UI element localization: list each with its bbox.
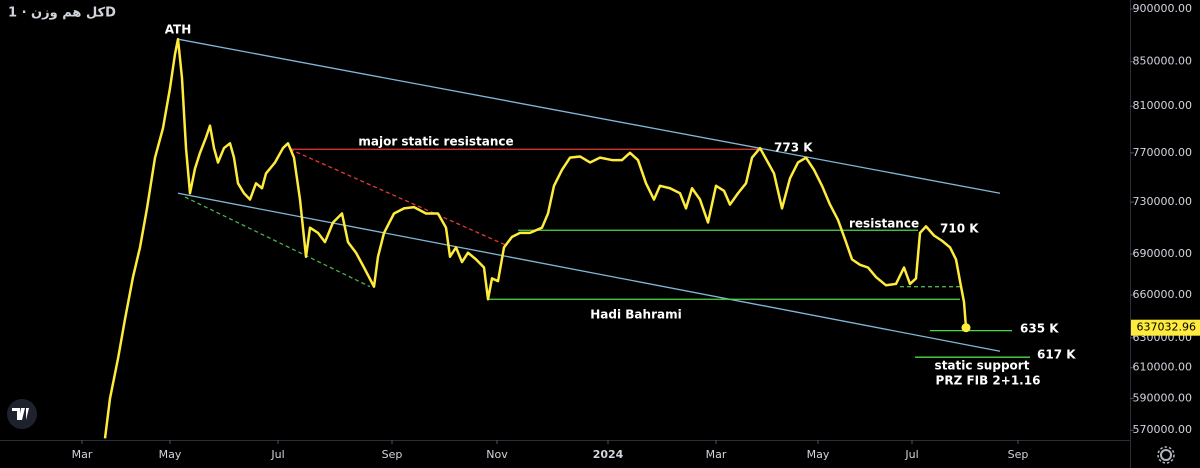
y-tick-label: 590000.00 [1133, 391, 1193, 404]
y-tick-label: 660000.00 [1133, 288, 1193, 301]
trend-line [289, 148, 506, 246]
x-tick-label: May [159, 448, 182, 461]
plot-area [103, 37, 1030, 439]
x-tick-label: Sep [1008, 448, 1029, 461]
annotation: major static resistance [358, 135, 513, 149]
x-tick-label: Mar [706, 448, 727, 461]
annotation: ATH [165, 23, 192, 37]
logo [7, 399, 37, 429]
y-tick-label: 730000.00 [1133, 195, 1193, 208]
x-tick-label: Mar [72, 448, 93, 461]
y-tick-label: 900000.00 [1133, 2, 1193, 15]
last-price-label: 637032.96 [1137, 321, 1197, 334]
chart-title: کل هم وزن · 1D [8, 6, 116, 21]
y-tick-label: 610000.00 [1133, 361, 1193, 374]
y-tick-label: 850000.00 [1133, 55, 1193, 68]
x-tick-label: Sep [382, 448, 403, 461]
trend-line [177, 38, 1001, 194]
x-tick-label: Jul [270, 448, 284, 461]
annotation: PRZ FIB 2+1.16 [936, 374, 1041, 388]
y-tick-label: 690000.00 [1133, 247, 1193, 260]
annotation: 635 K [1020, 322, 1059, 336]
annotation: 710 K [940, 222, 979, 236]
annotation: static support [935, 359, 1030, 373]
trend-line [184, 196, 371, 288]
trend-line [177, 192, 1001, 352]
annotation: Hadi Bahrami [590, 308, 681, 322]
x-tick-label: 2024 [593, 448, 624, 461]
x-tick-label: Jul [904, 448, 918, 461]
y-tick-label: 770000.00 [1133, 146, 1193, 159]
annotation: 617 K [1037, 348, 1076, 362]
x-tick-label: Nov [486, 448, 508, 461]
price-line [103, 37, 968, 439]
y-tick-label: 570000.00 [1133, 423, 1193, 436]
annotation: 773 K [774, 141, 813, 155]
last-price-tag [1131, 319, 1200, 336]
settings-icon[interactable] [1157, 446, 1175, 464]
x-tick-label: May [807, 448, 830, 461]
annotation: resistance [849, 217, 919, 231]
y-tick-label: 810000.00 [1133, 99, 1193, 112]
last-price-dot [961, 323, 971, 333]
